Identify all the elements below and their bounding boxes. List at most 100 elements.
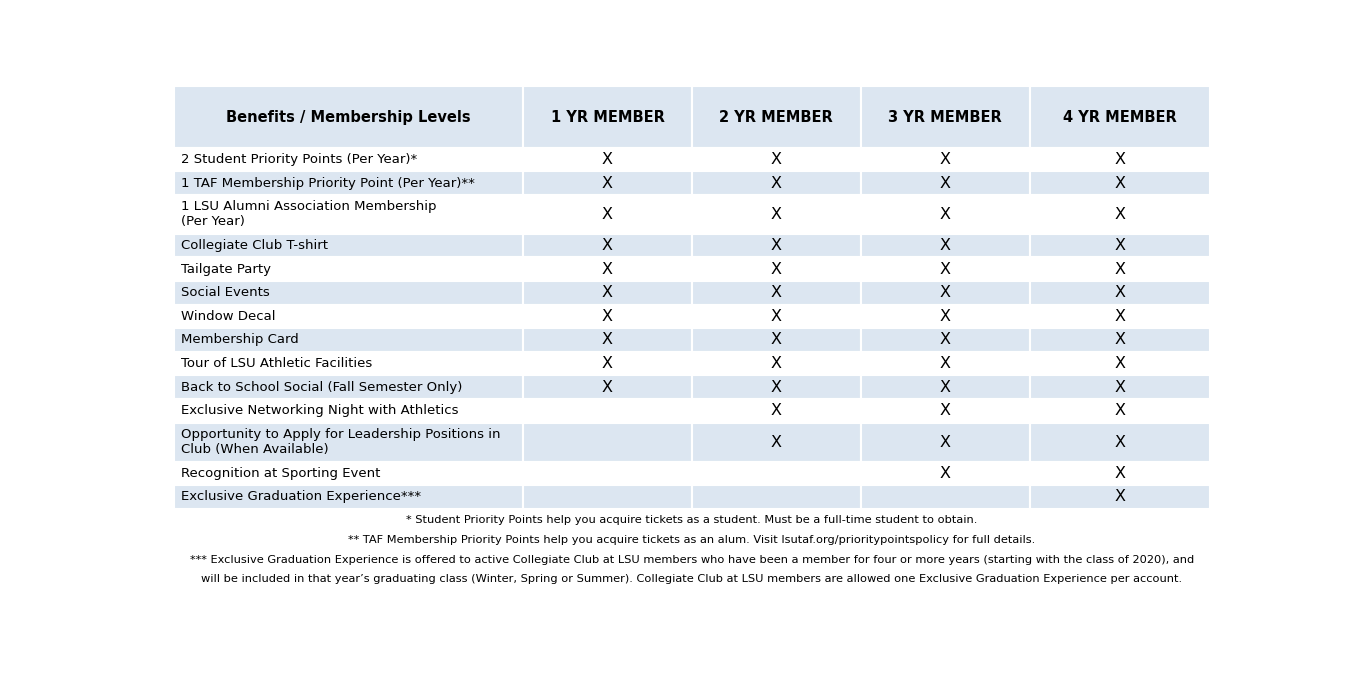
Text: X: X: [1114, 309, 1125, 324]
Text: X: X: [1114, 435, 1125, 450]
Bar: [861, 171, 1030, 195]
Text: X: X: [940, 332, 950, 347]
Text: X: X: [1114, 380, 1125, 395]
Bar: [174, 87, 522, 148]
Bar: [1030, 422, 1210, 462]
Bar: [691, 234, 861, 257]
Text: X: X: [940, 207, 950, 222]
Bar: [174, 195, 522, 234]
Text: X: X: [940, 403, 950, 418]
Text: X: X: [940, 175, 950, 190]
Bar: [522, 462, 691, 485]
Text: X: X: [771, 175, 782, 190]
Bar: [174, 148, 522, 171]
Text: 1 LSU Alumni Association Membership
(Per Year): 1 LSU Alumni Association Membership (Per…: [181, 200, 437, 228]
Bar: [861, 305, 1030, 328]
Text: *** Exclusive Graduation Experience is offered to active Collegiate Club at LSU : *** Exclusive Graduation Experience is o…: [190, 554, 1193, 565]
Text: X: X: [771, 207, 782, 222]
Text: X: X: [1114, 238, 1125, 253]
Bar: [522, 148, 691, 171]
Text: X: X: [771, 152, 782, 167]
Bar: [691, 462, 861, 485]
Text: X: X: [1114, 207, 1125, 222]
Text: 1 YR MEMBER: 1 YR MEMBER: [551, 110, 664, 125]
Text: X: X: [1114, 489, 1125, 504]
Bar: [522, 234, 691, 257]
Bar: [1030, 148, 1210, 171]
Bar: [691, 422, 861, 462]
Bar: [691, 485, 861, 508]
Bar: [1030, 485, 1210, 508]
Bar: [522, 257, 691, 281]
Text: X: X: [602, 285, 613, 301]
Text: 2 Student Priority Points (Per Year)*: 2 Student Priority Points (Per Year)*: [181, 153, 417, 166]
Text: * Student Priority Points help you acquire tickets as a student. Must be a full-: * Student Priority Points help you acqui…: [406, 515, 977, 525]
Bar: [522, 375, 691, 399]
Text: X: X: [602, 175, 613, 190]
Text: X: X: [771, 356, 782, 371]
Text: X: X: [940, 435, 950, 450]
Bar: [861, 375, 1030, 399]
Bar: [522, 422, 691, 462]
Bar: [861, 462, 1030, 485]
Text: 4 YR MEMBER: 4 YR MEMBER: [1062, 110, 1177, 125]
Text: Opportunity to Apply for Leadership Positions in
Club (When Available): Opportunity to Apply for Leadership Posi…: [181, 428, 501, 456]
Text: X: X: [771, 380, 782, 395]
Bar: [861, 87, 1030, 148]
Text: 2 YR MEMBER: 2 YR MEMBER: [720, 110, 833, 125]
Text: X: X: [771, 238, 782, 253]
Bar: [522, 87, 691, 148]
Text: X: X: [1114, 152, 1125, 167]
Bar: [861, 422, 1030, 462]
Bar: [1030, 234, 1210, 257]
Text: X: X: [1114, 466, 1125, 481]
Text: Window Decal: Window Decal: [181, 310, 275, 323]
Bar: [1030, 328, 1210, 352]
Bar: [1030, 281, 1210, 305]
Bar: [861, 352, 1030, 375]
Text: X: X: [602, 207, 613, 222]
Bar: [1030, 171, 1210, 195]
Text: X: X: [771, 435, 782, 450]
Bar: [861, 485, 1030, 508]
Bar: [174, 328, 522, 352]
Bar: [691, 87, 861, 148]
Text: Exclusive Networking Night with Athletics: Exclusive Networking Night with Athletic…: [181, 404, 459, 417]
Text: X: X: [940, 356, 950, 371]
Bar: [1030, 87, 1210, 148]
Text: X: X: [940, 380, 950, 395]
Text: 1 TAF Membership Priority Point (Per Year)**: 1 TAF Membership Priority Point (Per Yea…: [181, 177, 475, 190]
Bar: [522, 352, 691, 375]
Bar: [1030, 195, 1210, 234]
Bar: [691, 375, 861, 399]
Text: X: X: [602, 356, 613, 371]
Text: X: X: [771, 262, 782, 277]
Bar: [1030, 352, 1210, 375]
Bar: [861, 328, 1030, 352]
Bar: [691, 171, 861, 195]
Bar: [861, 234, 1030, 257]
Bar: [1030, 305, 1210, 328]
Text: X: X: [940, 285, 950, 301]
Bar: [174, 375, 522, 399]
Text: Tailgate Party: Tailgate Party: [181, 263, 271, 276]
Bar: [861, 257, 1030, 281]
Bar: [691, 352, 861, 375]
Bar: [174, 422, 522, 462]
Bar: [861, 281, 1030, 305]
Text: X: X: [1114, 332, 1125, 347]
Bar: [174, 234, 522, 257]
Text: X: X: [940, 309, 950, 324]
Text: X: X: [940, 238, 950, 253]
Text: X: X: [602, 380, 613, 395]
Bar: [691, 257, 861, 281]
Text: Recognition at Sporting Event: Recognition at Sporting Event: [181, 467, 381, 480]
Bar: [522, 195, 691, 234]
Bar: [1030, 462, 1210, 485]
Text: 3 YR MEMBER: 3 YR MEMBER: [888, 110, 1002, 125]
Text: X: X: [602, 262, 613, 277]
Bar: [174, 171, 522, 195]
Bar: [691, 148, 861, 171]
Text: X: X: [1114, 403, 1125, 418]
Bar: [691, 328, 861, 352]
